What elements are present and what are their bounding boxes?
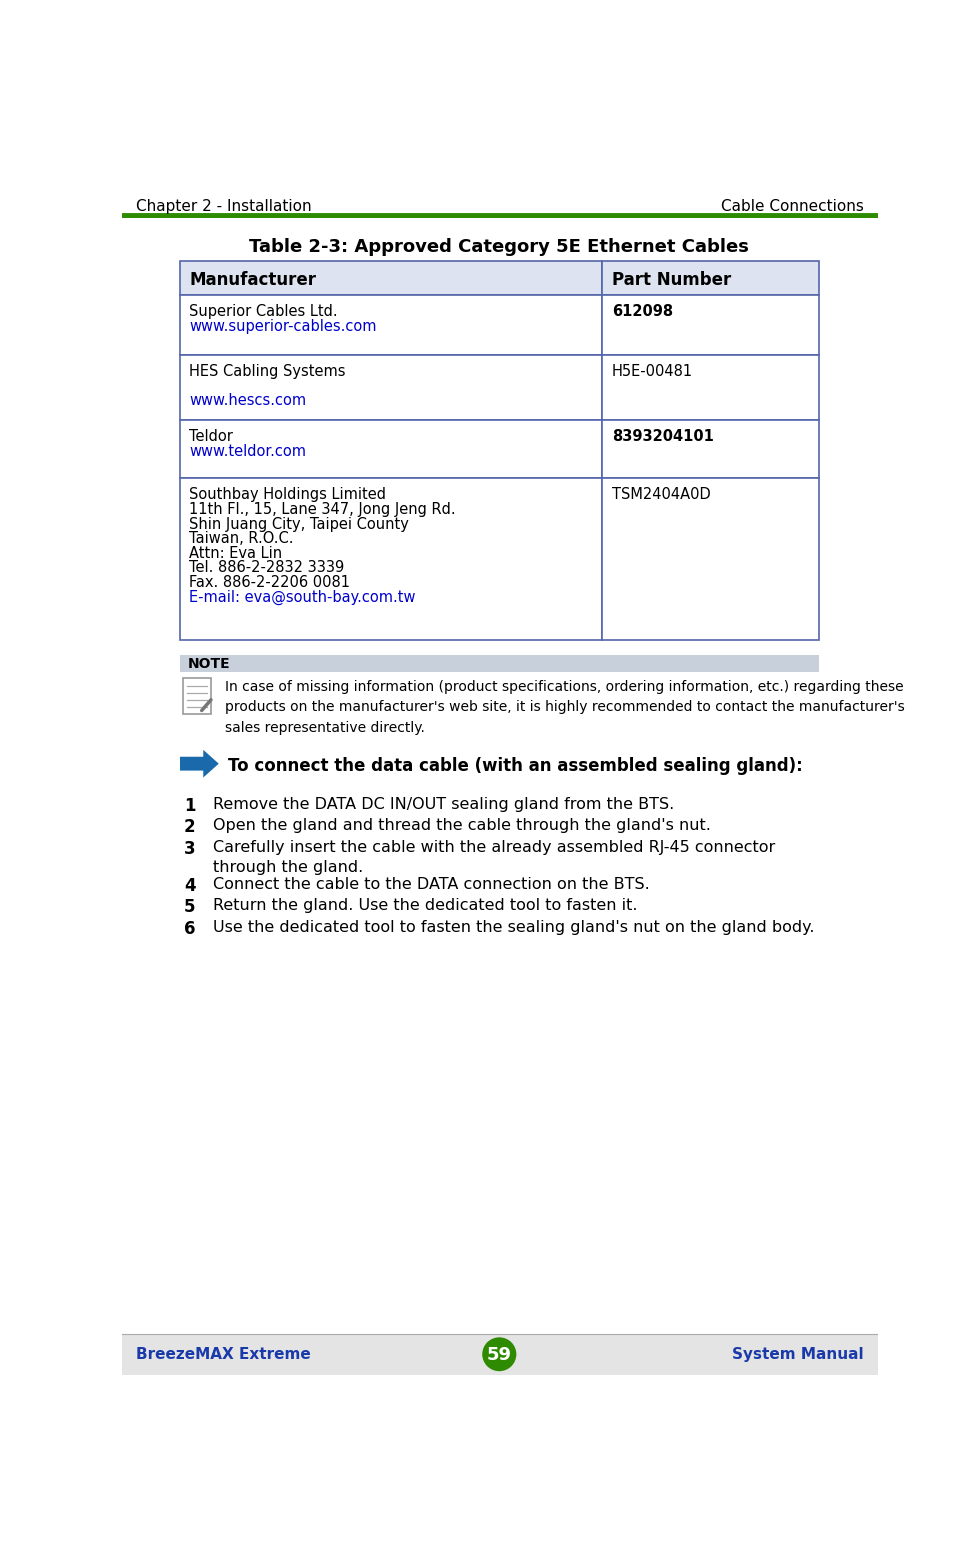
Bar	[603, 295, 819, 355]
Text: Connect the cable to the DATA connection on the BTS.: Connect the cable to the DATA connection…	[213, 878, 649, 891]
Text: Chapter 2 - Installation: Chapter 2 - Installation	[136, 199, 311, 215]
Text: www.superior-cables.com: www.superior-cables.com	[189, 318, 376, 334]
Text: HES Cabling Systems: HES Cabling Systems	[189, 365, 346, 379]
Text: Part Number: Part Number	[611, 270, 731, 289]
Bar	[603, 477, 819, 640]
Text: 612098: 612098	[611, 304, 673, 318]
Bar	[603, 420, 819, 477]
Bar	[603, 261, 819, 295]
Text: Table 2-3: Approved Category 5E Ethernet Cables: Table 2-3: Approved Category 5E Ethernet…	[250, 238, 749, 256]
Text: In case of missing information (product specifications, ordering information, et: In case of missing information (product …	[225, 680, 905, 735]
Text: Open the gland and thread the cable through the gland's nut.: Open the gland and thread the cable thro…	[213, 819, 711, 833]
Text: To connect the data cable (with an assembled sealing gland):: To connect the data cable (with an assem…	[228, 757, 802, 774]
Text: Attn: Eva Lin: Attn: Eva Lin	[189, 545, 283, 561]
Text: 1: 1	[184, 797, 195, 814]
Bar	[603, 355, 819, 420]
Bar	[180, 295, 603, 355]
Text: Cable Connections: Cable Connections	[721, 199, 864, 215]
Text: 3: 3	[184, 840, 196, 857]
Text: 11th Fl., 15, Lane 347, Jong Jeng Rd.: 11th Fl., 15, Lane 347, Jong Jeng Rd.	[189, 502, 456, 518]
Text: TSM2404A0D: TSM2404A0D	[611, 487, 711, 502]
Text: Return the gland. Use the dedicated tool to fasten it.: Return the gland. Use the dedicated tool…	[213, 899, 637, 913]
Text: 8393204101: 8393204101	[611, 430, 714, 445]
Text: Southbay Holdings Limited: Southbay Holdings Limited	[189, 487, 386, 502]
Text: Superior Cables Ltd.: Superior Cables Ltd.	[189, 304, 338, 318]
Text: Taiwan, R.O.C.: Taiwan, R.O.C.	[189, 531, 293, 545]
Text: Teldor: Teldor	[189, 430, 233, 445]
Circle shape	[483, 1338, 517, 1372]
Text: 6: 6	[184, 919, 195, 938]
Text: Manufacturer: Manufacturer	[189, 270, 316, 289]
Bar	[180, 355, 603, 420]
Text: Tel. 886-2-2832 3339: Tel. 886-2-2832 3339	[189, 561, 344, 575]
Text: Fax. 886-2-2206 0081: Fax. 886-2-2206 0081	[189, 575, 350, 590]
Bar	[180, 655, 819, 672]
Text: 59: 59	[487, 1346, 512, 1364]
Text: www.hescs.com: www.hescs.com	[189, 394, 306, 408]
Text: Carefully insert the cable with the already assembled RJ-45 connector
through th: Carefully insert the cable with the alre…	[213, 840, 775, 876]
Text: Use the dedicated tool to fasten the sealing gland's nut on the gland body.: Use the dedicated tool to fasten the sea…	[213, 919, 814, 935]
Bar	[180, 420, 603, 477]
Text: www.teldor.com: www.teldor.com	[189, 443, 306, 459]
Bar	[180, 477, 603, 640]
Text: H5E-00481: H5E-00481	[611, 365, 693, 379]
Text: Remove the DATA DC IN/OUT sealing gland from the BTS.: Remove the DATA DC IN/OUT sealing gland …	[213, 797, 674, 811]
Bar	[183, 678, 211, 714]
Text: 2: 2	[184, 819, 196, 836]
Text: 5: 5	[184, 899, 195, 916]
Bar	[180, 261, 603, 295]
Polygon shape	[180, 749, 218, 777]
Text: System Manual: System Manual	[732, 1347, 864, 1361]
Text: NOTE: NOTE	[188, 658, 230, 672]
Text: E-mail: eva@south-bay.com.tw: E-mail: eva@south-bay.com.tw	[189, 590, 415, 604]
Bar	[122, 1335, 878, 1375]
Text: 4: 4	[184, 878, 196, 895]
Text: Shin Juang City, Taipei County: Shin Juang City, Taipei County	[189, 516, 410, 531]
Text: BreezeMAX Extreme: BreezeMAX Extreme	[136, 1347, 311, 1361]
